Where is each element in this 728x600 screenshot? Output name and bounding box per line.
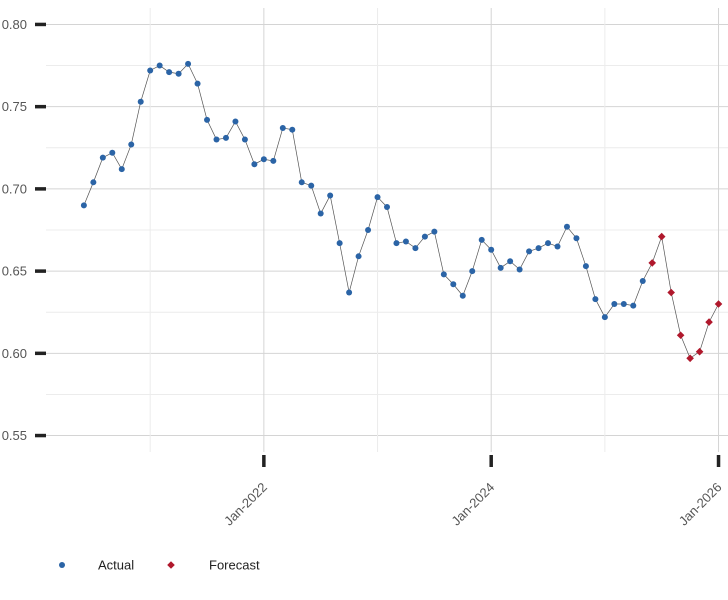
connecting-line bbox=[83, 63, 719, 359]
actual-point bbox=[421, 233, 428, 240]
actual-point bbox=[80, 202, 87, 209]
actual-point bbox=[431, 228, 438, 235]
legend-label: Actual bbox=[98, 558, 134, 573]
actual-point bbox=[620, 301, 627, 307]
actual-point bbox=[507, 258, 514, 265]
forecast-point bbox=[705, 318, 713, 326]
actual-point bbox=[166, 69, 173, 76]
actual-point bbox=[213, 136, 220, 143]
actual-point bbox=[222, 134, 229, 141]
actual-point bbox=[147, 67, 154, 74]
y-tick-label: 0.80 bbox=[2, 17, 27, 32]
axes: 0.80 0.75 0.70 0.65 0.60 0.55 Jan-2022 Jan-2024… bbox=[2, 17, 725, 529]
actual-point bbox=[630, 302, 637, 309]
actual-point bbox=[535, 245, 542, 252]
forecast-point bbox=[648, 259, 657, 267]
actual-point bbox=[592, 296, 599, 303]
actual-point bbox=[469, 268, 476, 275]
actual-point bbox=[156, 62, 163, 69]
actual-point bbox=[402, 238, 409, 245]
y-tick-label: 0.70 bbox=[2, 181, 27, 196]
legend-actual-marker bbox=[59, 562, 65, 568]
actual-point bbox=[365, 227, 372, 233]
actual-point bbox=[118, 166, 125, 173]
actual-point bbox=[497, 264, 504, 271]
actual-point bbox=[298, 179, 305, 186]
actual-point bbox=[175, 70, 182, 77]
actual-point bbox=[185, 60, 192, 67]
actual-point bbox=[289, 126, 296, 133]
actual-point bbox=[393, 240, 400, 247]
actual-point bbox=[232, 118, 239, 125]
data-markers bbox=[80, 60, 723, 363]
actual-point bbox=[128, 141, 135, 148]
actual-point bbox=[109, 149, 116, 156]
x-tick-label: Jan-2024 bbox=[448, 480, 497, 529]
actual-point bbox=[478, 236, 485, 243]
actual-point bbox=[90, 179, 97, 186]
actual-point bbox=[270, 157, 277, 164]
y-tick-label: 0.60 bbox=[2, 346, 27, 361]
x-tick-label: Jan-2022 bbox=[221, 480, 270, 529]
actual-point bbox=[327, 192, 334, 199]
legend-forecast-marker bbox=[167, 561, 175, 569]
forecast-point bbox=[667, 288, 675, 297]
actual-point bbox=[99, 154, 106, 161]
forecast-point bbox=[686, 354, 694, 363]
actual-point bbox=[440, 271, 447, 278]
series-line bbox=[83, 63, 719, 359]
actual-point bbox=[251, 161, 258, 168]
actual-point bbox=[279, 125, 286, 132]
actual-point bbox=[336, 240, 343, 247]
actual-point bbox=[582, 263, 589, 270]
actual-point bbox=[355, 253, 362, 260]
actual-point bbox=[317, 210, 324, 217]
actual-point bbox=[384, 203, 390, 210]
y-tick-label: 0.55 bbox=[2, 428, 27, 443]
actual-point bbox=[308, 182, 315, 189]
actual-point bbox=[459, 292, 466, 299]
forecast-point bbox=[714, 300, 723, 308]
actual-point bbox=[194, 80, 201, 87]
legend: Actual Forecast bbox=[59, 558, 260, 573]
actual-point bbox=[526, 248, 533, 255]
actual-point bbox=[611, 301, 618, 307]
forecast-point bbox=[695, 347, 704, 356]
actual-point bbox=[639, 277, 646, 284]
legend-label: Forecast bbox=[209, 558, 260, 573]
actual-point bbox=[450, 281, 457, 288]
forecast-point bbox=[676, 331, 685, 340]
y-tick-label: 0.75 bbox=[2, 99, 27, 114]
actual-point bbox=[554, 243, 561, 250]
actual-point bbox=[412, 245, 419, 252]
grid bbox=[46, 8, 728, 452]
actual-point bbox=[137, 98, 144, 105]
actual-point bbox=[488, 246, 495, 253]
forecast-point bbox=[657, 232, 666, 241]
actual-point bbox=[374, 194, 381, 201]
actual-point bbox=[204, 116, 211, 123]
actual-point bbox=[260, 156, 267, 163]
actual-point bbox=[601, 314, 608, 321]
actual-point bbox=[241, 136, 248, 143]
actual-point bbox=[346, 289, 353, 296]
y-tick-label: 0.65 bbox=[2, 264, 27, 279]
x-tick-label: Jan-2026 bbox=[676, 480, 725, 529]
actual-point bbox=[573, 235, 580, 242]
actual-point bbox=[516, 266, 523, 273]
actual-point bbox=[545, 240, 552, 247]
actual-point bbox=[563, 223, 570, 230]
